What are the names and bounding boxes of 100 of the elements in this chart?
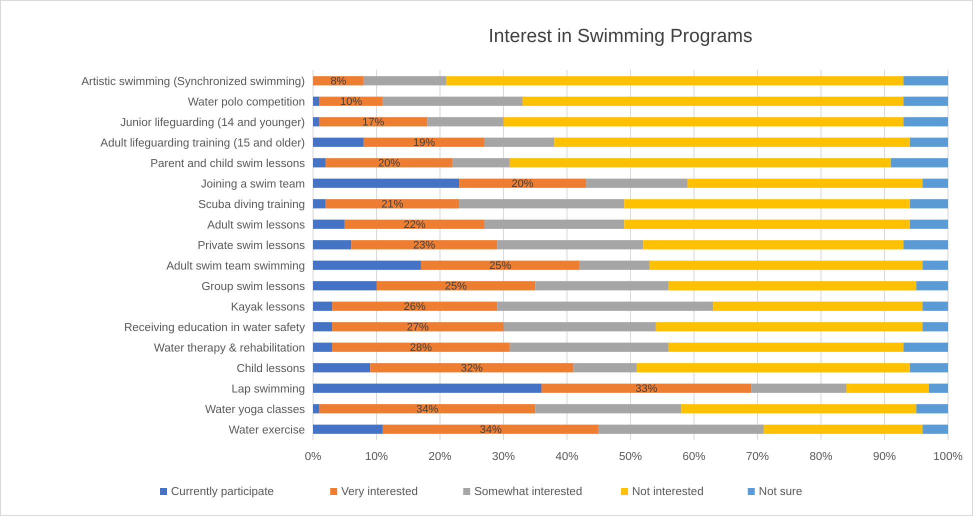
y-tick-label: Water therapy & rehabilitation <box>154 342 305 354</box>
bar <box>554 138 910 147</box>
bar <box>504 322 656 332</box>
bar <box>313 424 383 434</box>
data-label: 28% <box>410 342 432 354</box>
bar <box>904 240 948 250</box>
bar <box>459 199 624 208</box>
bar <box>656 322 923 332</box>
x-tick-label: 90% <box>872 451 896 463</box>
bar <box>313 199 326 208</box>
bar <box>846 384 929 393</box>
y-tick-label: Water exercise <box>228 424 305 436</box>
y-tick-label: Water polo competition <box>188 96 305 108</box>
bar <box>624 220 910 229</box>
bar <box>522 96 904 106</box>
bar <box>916 404 948 414</box>
y-tick-label: Kayak lessons <box>230 301 306 314</box>
bar <box>313 178 460 188</box>
bar <box>688 178 923 188</box>
bar <box>922 322 948 332</box>
legend-label: Not interested <box>632 486 704 498</box>
data-label: 20% <box>512 178 534 190</box>
bar <box>904 96 948 106</box>
bar <box>922 260 948 270</box>
bar <box>313 260 421 270</box>
data-label: 27% <box>406 322 429 334</box>
bar <box>427 117 504 126</box>
x-tick-label: 20% <box>428 451 452 463</box>
data-label: 34% <box>416 404 439 416</box>
bar <box>668 281 916 290</box>
y-tick-label: Artistic swimming (Synchronized swimming) <box>81 76 306 88</box>
bar <box>890 158 948 168</box>
data-label: 23% <box>413 240 436 252</box>
bar <box>510 342 669 352</box>
bar <box>681 404 916 414</box>
data-label: 10% <box>340 96 362 108</box>
bar <box>535 404 682 414</box>
y-tick-label: Child lessons <box>236 362 306 375</box>
bar <box>910 220 948 229</box>
bar <box>668 342 904 352</box>
legend-label: Not sure <box>758 486 802 498</box>
bar <box>364 138 484 147</box>
data-label: 21% <box>381 198 404 211</box>
bar <box>904 117 948 126</box>
y-tick-label: Adult swim lessons <box>207 219 306 232</box>
bar <box>351 240 498 250</box>
data-label: 26% <box>404 301 426 314</box>
bar <box>922 178 948 188</box>
bar <box>370 363 574 372</box>
bar <box>313 363 370 372</box>
bar <box>344 220 484 229</box>
x-tick-label: 30% <box>492 451 516 463</box>
bar <box>376 281 536 290</box>
bar <box>580 260 650 270</box>
bar <box>313 384 542 393</box>
bar <box>319 404 536 414</box>
bar <box>922 424 948 434</box>
legend-label: Currently participate <box>171 486 274 498</box>
x-tick-label: 70% <box>746 451 770 463</box>
bar <box>332 302 498 311</box>
bar <box>313 302 332 311</box>
y-tick-label: Group swim lessons <box>201 280 306 293</box>
bar <box>586 178 688 188</box>
x-tick-label: 80% <box>809 451 833 463</box>
bar <box>364 76 446 86</box>
bar <box>313 404 320 414</box>
bar <box>764 424 923 434</box>
bar <box>510 158 891 168</box>
chart-title: Interest in Swimming Programs <box>488 26 752 47</box>
bar <box>313 342 332 352</box>
bar <box>535 281 669 290</box>
bar <box>624 199 910 208</box>
bar <box>313 281 376 290</box>
bar <box>326 199 460 208</box>
legend-label: Somewhat interested <box>474 486 582 498</box>
bar <box>916 281 948 290</box>
y-tick-label: Junior lifeguarding (14 and younger) <box>120 116 306 129</box>
bar <box>573 363 637 372</box>
bar <box>332 322 504 332</box>
bar <box>504 117 904 126</box>
y-tick-label: Lap swimming <box>232 383 305 396</box>
data-label: 34% <box>480 424 502 436</box>
y-tick-label: Joining a swim team <box>200 178 305 190</box>
bar <box>650 260 923 270</box>
y-tick-label: Scuba diving training <box>198 198 305 211</box>
bar <box>332 342 510 352</box>
data-label: 20% <box>378 158 400 170</box>
y-tick-label: Receiving education in water safety <box>124 322 306 334</box>
bar <box>910 363 948 372</box>
x-tick-label: 60% <box>682 451 706 463</box>
bar <box>382 424 599 434</box>
bar <box>497 240 644 250</box>
data-label: 8% <box>330 76 347 88</box>
bar <box>598 424 764 434</box>
data-label: 32% <box>460 362 483 375</box>
x-tick-label: 10% <box>364 451 388 463</box>
legend-label: Very interested <box>341 486 418 498</box>
bar <box>459 178 586 188</box>
x-tick-label: 0% <box>304 451 322 463</box>
y-tick-label: Parent and child swim lessons <box>150 158 306 170</box>
